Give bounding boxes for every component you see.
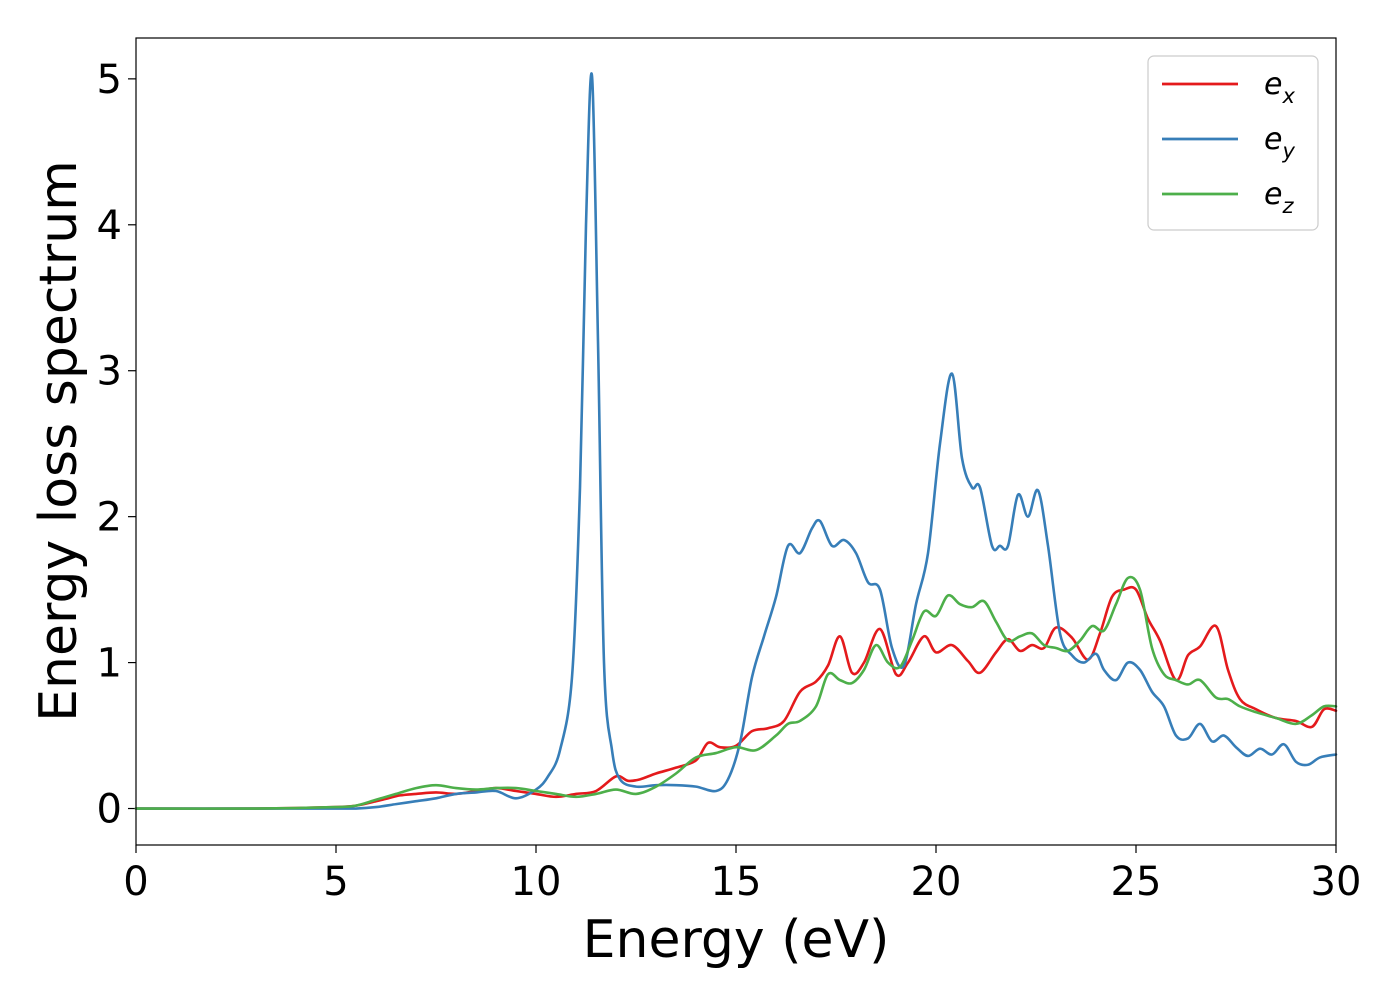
- y-tick-label: 2: [97, 495, 122, 541]
- legend-label-e-y: ey: [1264, 122, 1295, 163]
- y-tick-label: 3: [97, 349, 122, 395]
- legend-box: [1147, 55, 1319, 231]
- plot-frame: [135, 37, 1337, 846]
- x-tick-label: 0: [123, 859, 148, 905]
- series-line-e-z: [134, 575, 1338, 810]
- legend: ex ey ez: [1147, 55, 1319, 231]
- legend-label-e-x: ex: [1264, 67, 1295, 108]
- y-tick-label: 5: [97, 57, 122, 103]
- x-axis-label: Energy (eV): [583, 910, 890, 970]
- x-tick-label: 15: [711, 859, 762, 905]
- legend-label-e-z: ez: [1264, 177, 1294, 218]
- y-axis-label: Energy loss spectrum: [29, 160, 89, 722]
- x-tick-label: 5: [323, 859, 348, 905]
- series-layer: [134, 72, 1338, 810]
- x-tick-label: 25: [1111, 859, 1162, 905]
- y-tick-label: 1: [97, 641, 122, 687]
- x-tick-label: 30: [1311, 859, 1362, 905]
- x-tick-label: 10: [511, 859, 562, 905]
- y-tick-label: 0: [97, 787, 122, 833]
- tick-layer: 0 5 10 15 20 25 30 0 1 2 3 4 5: [97, 57, 1362, 905]
- y-tick-label: 4: [97, 203, 122, 249]
- x-tick-label: 20: [911, 859, 962, 905]
- series-line-e-y: [134, 72, 1338, 810]
